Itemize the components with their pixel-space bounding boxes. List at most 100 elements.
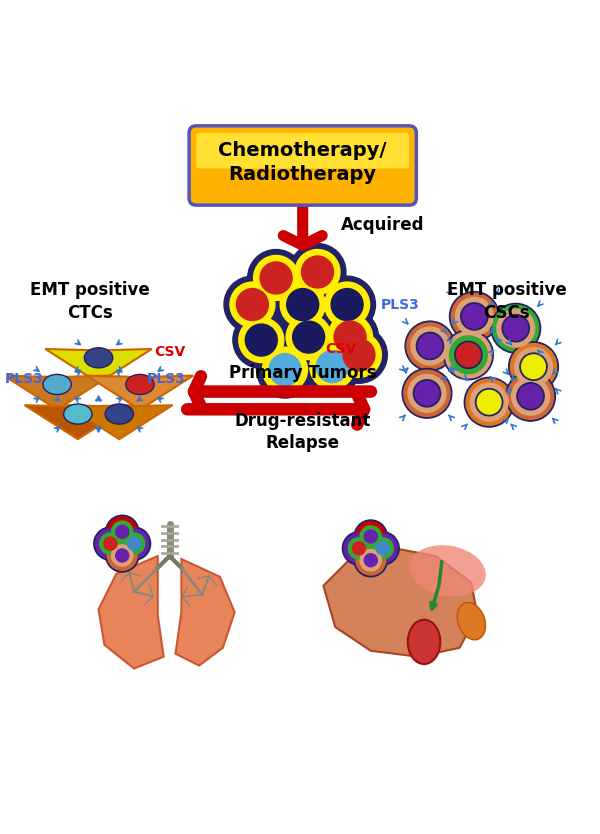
Circle shape [520,353,547,380]
Circle shape [443,330,493,379]
Polygon shape [4,375,110,409]
Circle shape [95,529,125,559]
Polygon shape [175,559,235,666]
Circle shape [260,262,292,294]
Circle shape [287,289,319,320]
Circle shape [325,282,370,327]
Polygon shape [66,405,173,440]
Circle shape [515,348,553,385]
Circle shape [328,314,373,359]
Circle shape [521,354,545,379]
Circle shape [106,515,139,549]
Ellipse shape [64,404,92,425]
Circle shape [511,344,557,389]
Circle shape [416,333,443,359]
Circle shape [418,334,442,358]
Ellipse shape [410,545,486,596]
Circle shape [449,292,499,341]
Circle shape [477,390,501,414]
Circle shape [476,389,503,416]
Circle shape [257,341,313,398]
Circle shape [366,532,399,565]
Circle shape [413,379,440,407]
Circle shape [519,384,542,408]
Circle shape [343,532,376,565]
Circle shape [402,369,452,418]
Circle shape [118,527,151,560]
Circle shape [293,321,325,353]
Circle shape [405,321,455,371]
Circle shape [512,377,550,415]
Circle shape [286,314,331,359]
Circle shape [502,314,529,342]
Circle shape [262,347,307,392]
Circle shape [128,537,140,550]
Circle shape [280,282,325,327]
Circle shape [517,383,544,409]
Circle shape [100,533,121,555]
Circle shape [239,318,284,363]
Text: CSV: CSV [326,342,357,356]
Circle shape [504,316,527,340]
FancyBboxPatch shape [189,126,416,205]
Circle shape [248,249,304,306]
Circle shape [464,377,514,427]
Circle shape [116,525,129,538]
Circle shape [230,282,275,327]
Circle shape [415,381,439,405]
Text: PLS3: PLS3 [147,371,186,385]
Circle shape [295,249,340,294]
Circle shape [360,550,382,570]
Circle shape [236,289,268,320]
Circle shape [461,303,488,330]
Text: PLS3: PLS3 [381,298,420,312]
Text: EMT positive
CSCs: EMT positive CSCs [447,282,567,322]
Circle shape [337,333,382,377]
Ellipse shape [43,374,71,394]
FancyBboxPatch shape [196,133,409,168]
Circle shape [404,370,450,416]
Polygon shape [98,556,164,669]
Circle shape [94,527,127,560]
Circle shape [280,309,337,365]
Text: PLS3: PLS3 [5,371,44,385]
Text: EMT positive
CTCs: EMT positive CTCs [30,282,149,322]
Circle shape [116,549,129,562]
Ellipse shape [85,348,113,368]
Text: Chemotherapy/
Radiotherapy: Chemotherapy/ Radiotherapy [218,141,387,183]
Text: Drug-resistant
Relapse: Drug-resistant Relapse [235,412,371,452]
Text: Acquired: Acquired [341,216,425,234]
Polygon shape [323,547,477,656]
Circle shape [104,537,117,550]
Circle shape [364,530,377,543]
Ellipse shape [105,404,133,425]
Circle shape [344,534,374,563]
Circle shape [455,341,482,369]
Circle shape [509,342,559,391]
Circle shape [368,534,397,563]
Circle shape [334,321,366,353]
Circle shape [304,339,361,395]
Circle shape [356,545,386,575]
Circle shape [310,344,355,389]
Circle shape [356,522,386,551]
Circle shape [360,526,382,547]
Circle shape [331,326,388,384]
Circle shape [107,517,137,546]
Circle shape [119,529,149,559]
Circle shape [112,545,133,566]
Circle shape [343,339,375,371]
Circle shape [233,312,290,369]
Circle shape [289,244,346,300]
Circle shape [372,538,393,559]
Circle shape [455,298,493,335]
Circle shape [245,324,277,356]
Circle shape [491,304,541,353]
Circle shape [463,304,486,329]
Circle shape [470,384,508,421]
Ellipse shape [457,602,485,640]
Circle shape [354,520,388,553]
Polygon shape [45,349,152,383]
Circle shape [352,542,365,555]
Circle shape [457,343,480,367]
